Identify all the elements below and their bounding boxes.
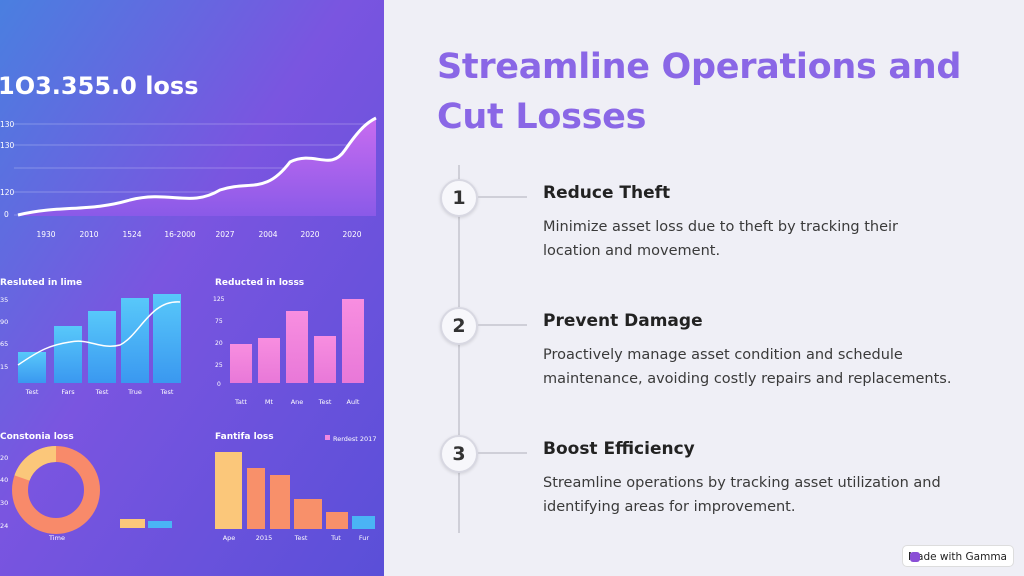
text-line: location and movement. [543, 243, 721, 259]
step-text: Proactively manage asset condition and s… [543, 343, 951, 391]
donut-segment [14, 445, 57, 482]
title: Streamline Operations and Cut Losses [437, 42, 961, 142]
svg-text:Fur: Fur [359, 534, 370, 542]
area [18, 118, 376, 216]
step-text: Minimize asset loss due to theft by trac… [543, 215, 898, 263]
connector [478, 452, 527, 454]
svg-text:90: 90 [0, 318, 8, 326]
connector [478, 324, 527, 326]
y-labels: 125 75 20 25 0 [213, 296, 225, 388]
svg-text:125: 125 [213, 296, 225, 303]
panel-title: Fantifa loss [215, 432, 274, 442]
y-labels: 20 40 30 24 [0, 454, 8, 530]
svg-text:30: 30 [0, 499, 8, 507]
svg-text:Tut: Tut [330, 534, 341, 542]
svg-text:20: 20 [215, 340, 223, 347]
svg-text:35: 35 [0, 296, 8, 304]
text-line: identifying areas for improvement. [543, 499, 796, 515]
x-labels: Ape 2015 Test Tut Fur [223, 534, 370, 542]
svg-text:Fars: Fars [61, 388, 75, 396]
svg-text:True: True [127, 388, 142, 396]
text-line: Minimize asset loss due to theft by trac… [543, 219, 899, 235]
svg-text:2010: 2010 [79, 230, 98, 239]
y-labels: 35 90 65 15 [0, 296, 8, 371]
badge-icon [910, 552, 920, 562]
connector [478, 196, 527, 198]
svg-text:Tatt: Tatt [234, 398, 247, 406]
x-labels: Tatt Mt Ane Test Ault [234, 398, 360, 406]
svg-text:2015: 2015 [256, 534, 273, 542]
title-line: Streamline Operations and [437, 47, 962, 87]
svg-text:15: 15 [0, 363, 8, 371]
svg-text:Test: Test [95, 388, 109, 396]
svg-text:25: 25 [215, 362, 223, 369]
bars [215, 452, 375, 529]
svg-text:130: 130 [0, 120, 15, 129]
timeline [458, 165, 460, 533]
bar [120, 519, 145, 528]
svg-text:24: 24 [0, 522, 8, 530]
text-line: Streamline operations by tracking asset … [543, 475, 941, 491]
svg-text:40: 40 [0, 476, 8, 484]
legend: Rerdest 2017 [333, 435, 376, 443]
step-heading: Boost Efficiency [543, 439, 695, 459]
line [17, 301, 181, 366]
svg-text:2027: 2027 [215, 230, 234, 239]
svg-text:Test: Test [294, 534, 308, 542]
text-line: maintenance, avoiding costly repairs and… [543, 371, 952, 387]
svg-text:Ault: Ault [347, 398, 360, 406]
legend-swatch [325, 435, 330, 440]
svg-text:120: 120 [0, 188, 15, 197]
bars [230, 299, 364, 383]
svg-text:Test: Test [25, 388, 39, 396]
step-heading: Prevent Damage [543, 311, 703, 331]
step-number: 3 [440, 435, 478, 473]
svg-text:2004: 2004 [258, 230, 277, 239]
step-heading: Reduce Theft [543, 183, 671, 203]
svg-text:16-2000: 16-2000 [164, 230, 196, 239]
background [0, 0, 384, 576]
step-number: 2 [440, 307, 478, 345]
step-number: 1 [440, 179, 478, 217]
text-line: Proactively manage asset condition and s… [543, 347, 903, 363]
line [17, 116, 377, 217]
badge-text: Made with Gamma [907, 551, 1007, 563]
svg-text:65: 65 [0, 340, 8, 348]
svg-text:Ape: Ape [223, 534, 236, 542]
step-text: Streamline operations by tracking asset … [543, 471, 941, 519]
x-labels: 1930 2010 1524 16-2000 2027 2004 2020 2020 [36, 230, 361, 239]
y-labels: 130 130 120 0 [0, 120, 15, 219]
svg-text:Test: Test [160, 388, 174, 396]
svg-text:1930: 1930 [36, 230, 55, 239]
panel-title: Resluted in lime [0, 278, 82, 288]
svg-text:20: 20 [0, 454, 8, 462]
bar [148, 521, 172, 528]
x-label: Time [48, 534, 65, 542]
svg-text:Mt: Mt [265, 398, 274, 406]
svg-text:1524: 1524 [122, 230, 141, 239]
panel-title: Reducted in losss [215, 278, 304, 288]
svg-text:75: 75 [215, 318, 223, 325]
svg-text:0: 0 [4, 210, 9, 219]
panel-title: Constonia loss [0, 432, 74, 442]
svg-text:130: 130 [0, 141, 15, 150]
svg-text:Test: Test [318, 398, 332, 406]
svg-text:Ane: Ane [291, 398, 304, 406]
x-labels: Test Fars Test True Test [25, 388, 174, 396]
svg-text:2020: 2020 [300, 230, 319, 239]
badge[interactable]: Made with Gamma [902, 545, 1014, 567]
svg-text:2020: 2020 [342, 230, 361, 239]
title-line: Cut Losses [437, 97, 647, 137]
headline: 1O3.355.0 loss [0, 72, 198, 100]
svg-text:0: 0 [217, 381, 221, 388]
